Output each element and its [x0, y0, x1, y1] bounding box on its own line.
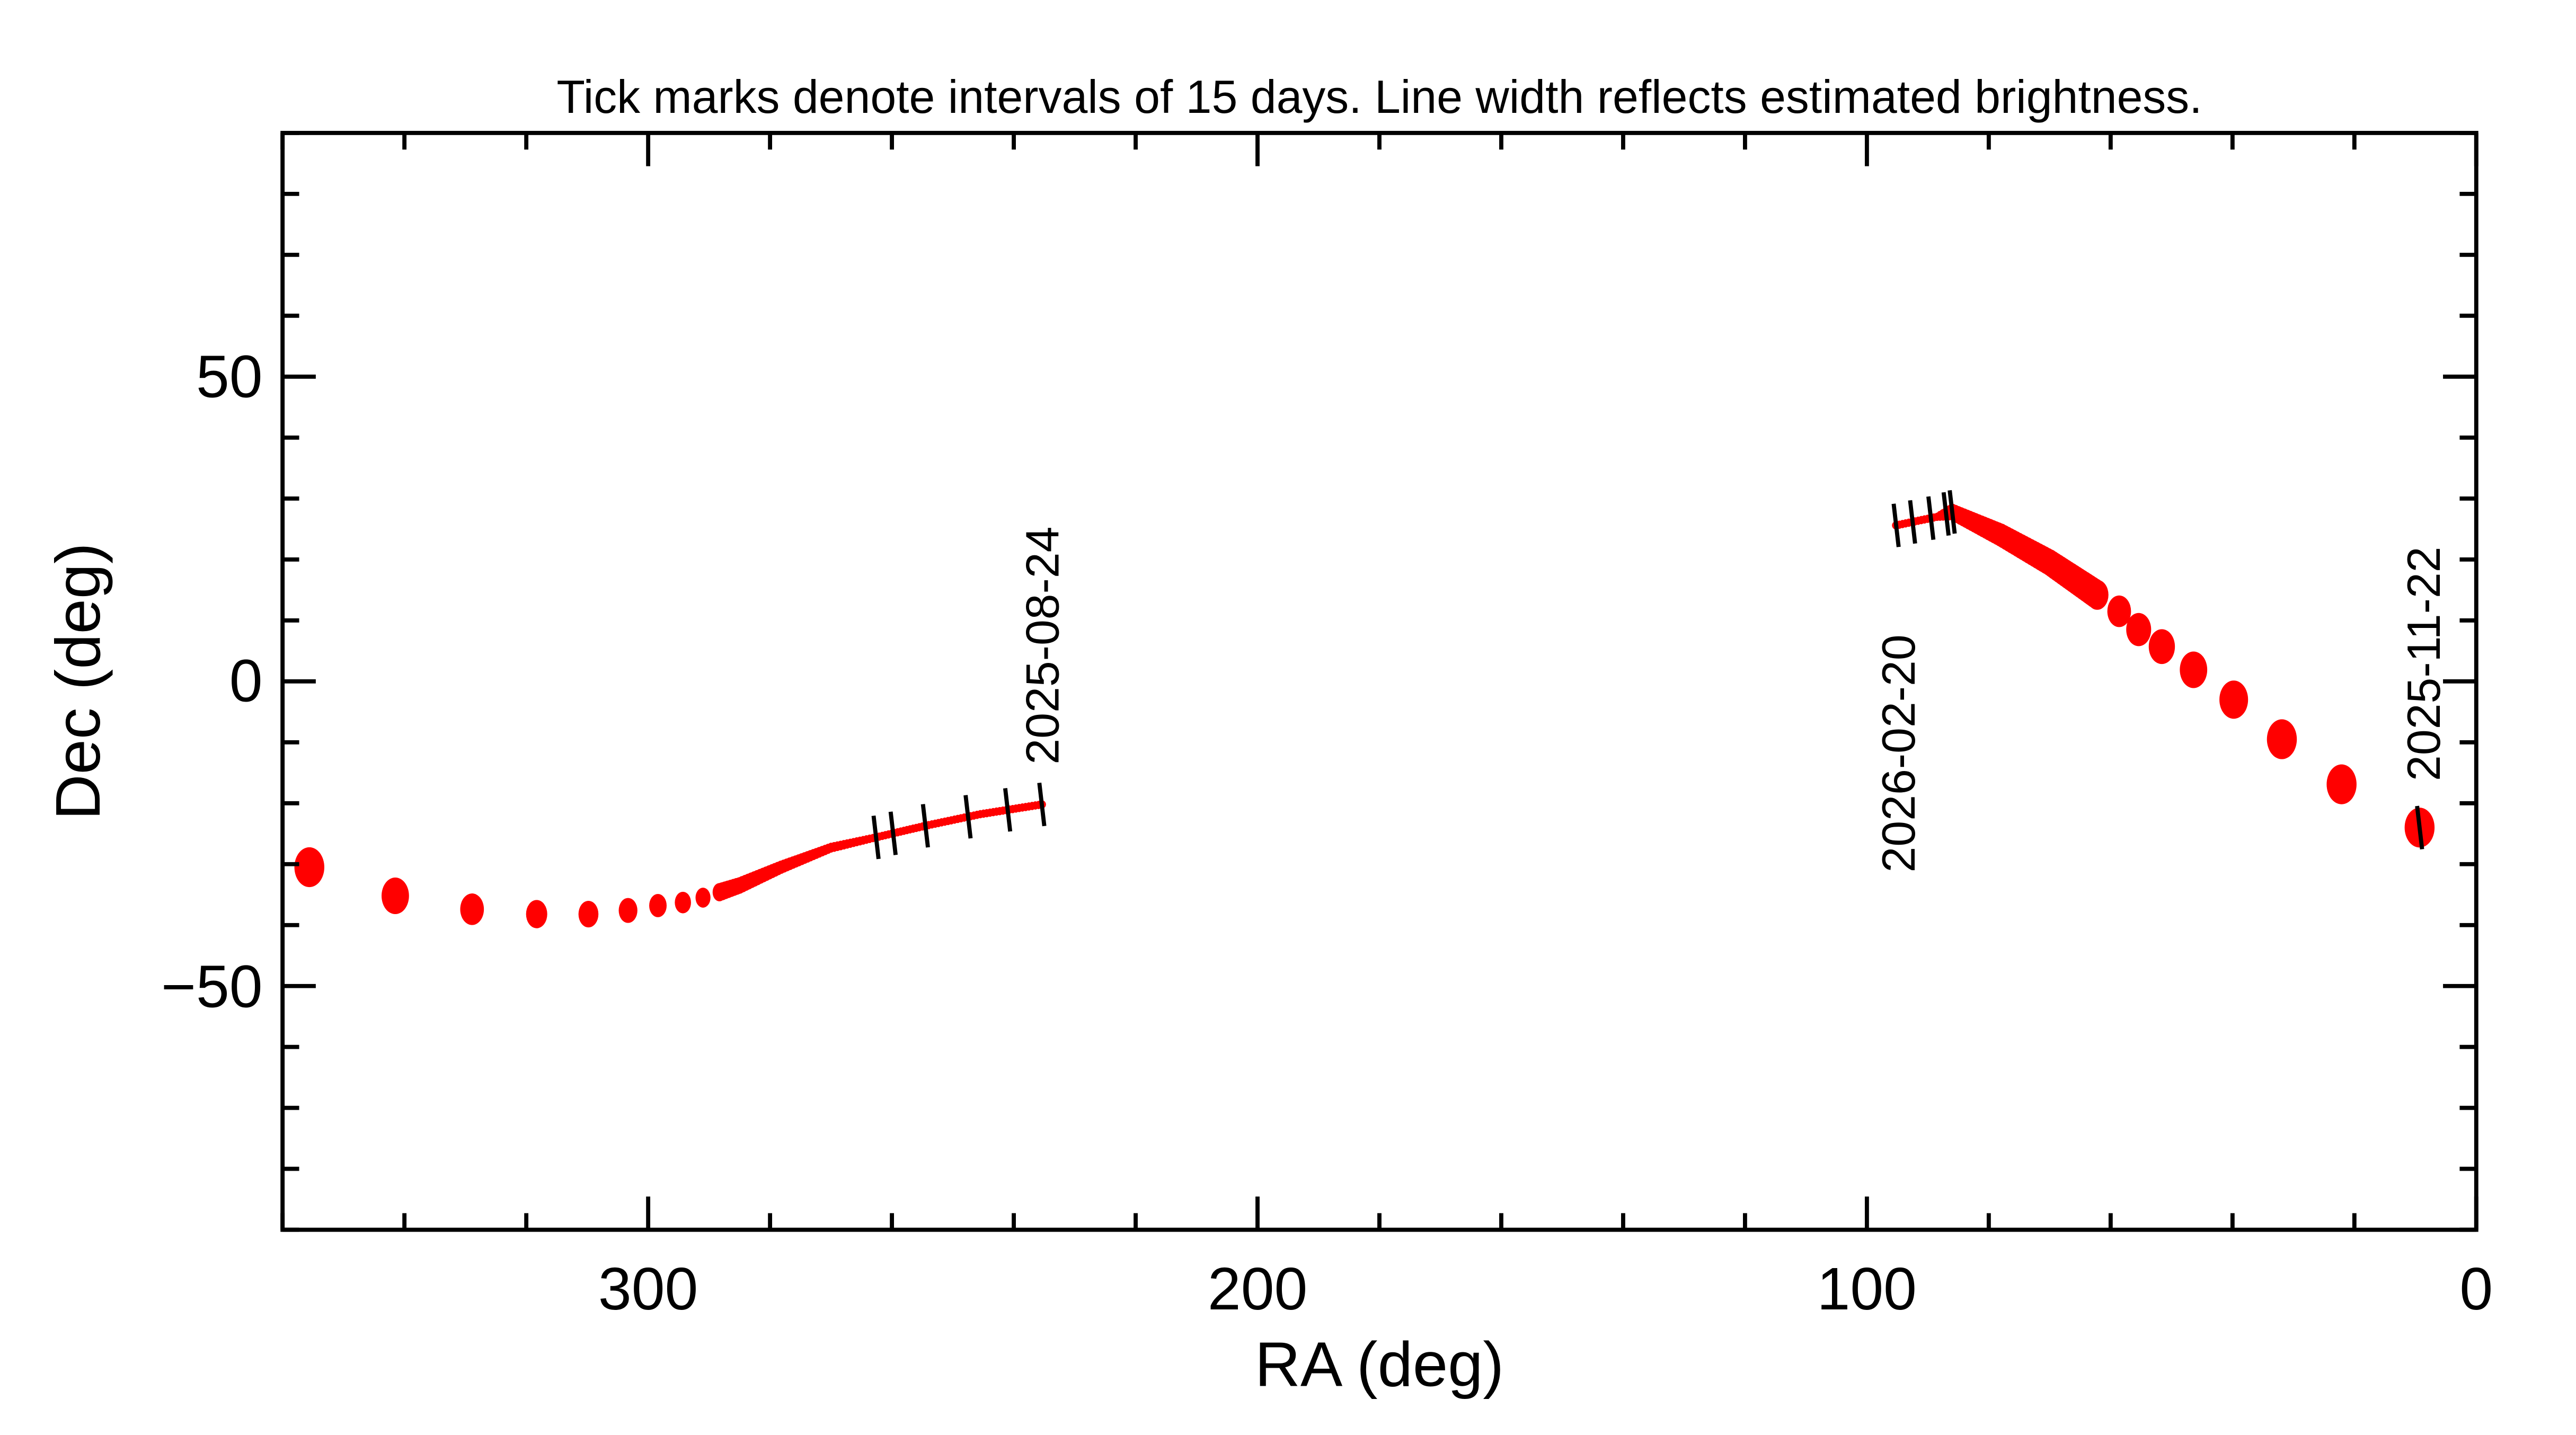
- date-tick-mark: [871, 815, 881, 860]
- trajectory-point: [460, 893, 484, 925]
- plot-area: [294, 490, 2435, 928]
- date-tick-mark: [1891, 503, 1901, 547]
- trajectory-point: [618, 898, 638, 923]
- trajectory-point: [382, 878, 409, 915]
- trajectory-point: [2126, 613, 2152, 646]
- chart-title: Tick marks denote intervals of 15 days. …: [556, 71, 2202, 123]
- x-tick-label: 200: [1208, 1255, 1307, 1322]
- date-tick-mark: [1003, 788, 1013, 832]
- date-tick-mark: [888, 811, 898, 855]
- trajectory-point: [2326, 764, 2357, 804]
- trajectory-point: [649, 893, 667, 917]
- trajectory-point: [2148, 629, 2175, 665]
- date-label-2026-02-20: 2026-02-20: [1873, 634, 1925, 872]
- date-tick-mark: [1908, 500, 1917, 544]
- y-tick-label: −50: [161, 953, 262, 1020]
- trajectory-point: [294, 847, 324, 888]
- date-tick-mark: [2415, 805, 2424, 849]
- date-tick-mark: [1948, 490, 1957, 534]
- trajectory-point: [578, 900, 599, 928]
- trajectory-point: [2219, 680, 2249, 719]
- date-tick-mark: [1926, 496, 1936, 540]
- x-tick-label: 0: [2459, 1255, 2493, 1322]
- date-tick-mark: [920, 804, 930, 848]
- y-axis-label: Dec (deg): [43, 543, 113, 820]
- trajectory-point: [526, 900, 547, 928]
- plot-frame: [280, 130, 2478, 1232]
- x-tick-label: 300: [598, 1255, 698, 1322]
- date-tick-mark: [1037, 782, 1047, 827]
- date-label-2025-08-24: 2025-08-24: [1017, 526, 1069, 764]
- x-tick-label: 100: [1817, 1255, 1917, 1322]
- x-axis-label: RA (deg): [1255, 1329, 1504, 1399]
- axes: [280, 130, 2478, 1232]
- y-tick-label: 50: [196, 343, 263, 410]
- trajectory-point: [695, 888, 711, 908]
- date-tick-mark: [963, 795, 973, 839]
- date-tick-mark: [1941, 492, 1951, 536]
- trajectory-point: [675, 891, 691, 914]
- date-label-2025-11-22: 2025-11-22: [2398, 546, 2450, 781]
- y-tick-label: 0: [229, 647, 263, 714]
- trajectory-point: [2267, 719, 2297, 759]
- trajectory-point: [2107, 595, 2131, 627]
- trajectory-point: [2180, 651, 2208, 688]
